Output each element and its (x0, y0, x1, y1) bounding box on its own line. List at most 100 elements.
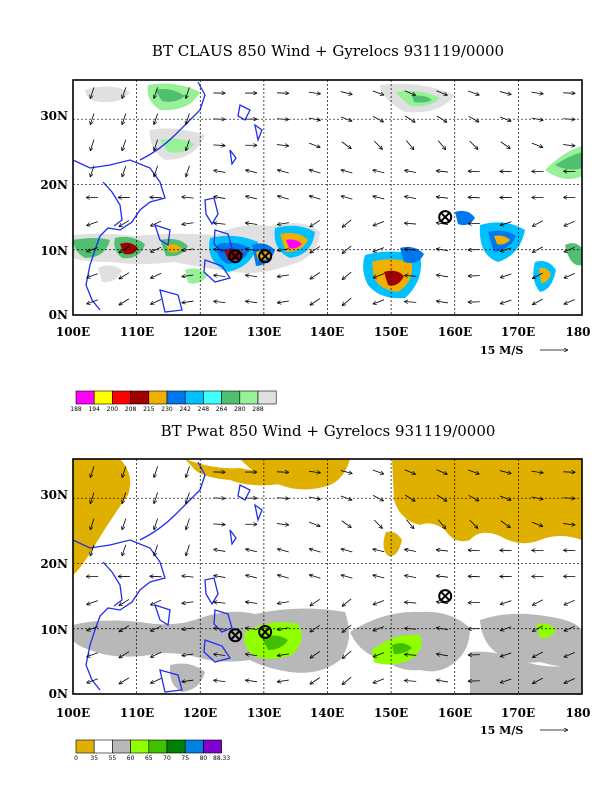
wind-vector (500, 141, 511, 149)
wind-vector (310, 625, 320, 632)
wind-vector (436, 115, 447, 122)
lon-label: 100E (56, 706, 90, 720)
wind-vector (532, 246, 543, 253)
wind-vector (531, 496, 544, 499)
colorbar-swatch (112, 739, 131, 754)
wind-vector (500, 221, 512, 226)
wind-vector (154, 87, 158, 98)
wind-vector (245, 223, 258, 225)
wind-vector (245, 275, 258, 277)
wind-vector (564, 246, 575, 252)
wind-vector (564, 299, 575, 305)
wind-vector (150, 197, 162, 198)
wind-vector (499, 116, 511, 121)
map-frame (72, 458, 583, 695)
wind-vector (154, 492, 158, 503)
wind-vector (372, 90, 384, 95)
lon-label: 140E (310, 325, 344, 339)
gyre-markers (228, 210, 453, 264)
lon-label: 170E (501, 706, 535, 720)
wind-vector (154, 165, 158, 177)
wind-vector (86, 221, 98, 226)
wind-vector (342, 297, 352, 306)
wind-vector (373, 549, 385, 553)
wind-vector (404, 90, 416, 96)
wind-vector (342, 271, 352, 280)
wind-vector (308, 471, 321, 473)
colorbar-swatch (257, 390, 277, 405)
latitude-labels: 0N 10N 20N 30N (40, 488, 68, 701)
wind-vector (340, 91, 353, 95)
wind-vector (186, 87, 190, 98)
wind-vector (500, 299, 512, 304)
wind-vector (373, 626, 385, 631)
wind-vector (276, 145, 289, 146)
wind-vector (436, 171, 449, 172)
wind-vector (310, 651, 320, 659)
wind-vector (186, 165, 190, 177)
wind-vector (245, 170, 258, 174)
wind-vector (406, 140, 414, 150)
wind-vector (436, 654, 449, 656)
wind-vector (245, 628, 258, 630)
colorbar-swatch (130, 739, 150, 754)
wind-vector (150, 220, 162, 226)
wind-vector (86, 299, 98, 304)
wind-vector (213, 275, 226, 276)
wind-scale: 15 M/S (480, 344, 568, 357)
colorbar-label: 280 (234, 406, 246, 413)
wind-vector (436, 301, 449, 303)
wind-vector (186, 466, 190, 477)
wind-vector (213, 549, 226, 551)
wind-vector (309, 521, 320, 526)
wind-vector (308, 92, 321, 94)
wind-vector (154, 466, 158, 477)
wind-vector (119, 246, 130, 253)
colorbar-label: 65 (145, 755, 153, 762)
wind-vector (122, 492, 127, 503)
wind-vector (245, 196, 258, 200)
wind-vector (277, 275, 289, 277)
wind-vector (437, 519, 446, 529)
wind-vector (213, 249, 226, 250)
grid-lines (73, 459, 582, 694)
colorbar-label: 75 (181, 755, 189, 762)
wind-vector (436, 197, 449, 198)
wind-vector (277, 170, 289, 174)
lon-label: 110E (120, 325, 154, 339)
wind-vector (150, 651, 162, 657)
wind-vector (182, 628, 194, 630)
wind-vector (563, 145, 575, 146)
lat-label: 10N (40, 244, 68, 258)
wind-vector (340, 495, 352, 500)
latitude-labels: 0N 10N 20N 30N (40, 109, 68, 322)
colorbar-swatch (203, 390, 222, 405)
wind-vector (309, 575, 321, 579)
lon-label: 180 (565, 325, 590, 339)
lat-label: 20N (40, 178, 68, 192)
wind-vector (500, 520, 511, 528)
wind-vector (406, 519, 414, 529)
colorbar-swatch (148, 390, 168, 405)
lon-label: 110E (120, 706, 154, 720)
wind-vector (122, 113, 127, 124)
wind-vector (150, 678, 162, 683)
wind-vector (342, 624, 352, 633)
colorbar-swatch (166, 390, 186, 405)
wind-vector (186, 139, 190, 151)
lat-label: 20N (40, 557, 68, 571)
wind-vector (404, 249, 417, 250)
wind-vector (436, 223, 449, 225)
colorbar-label: 215 (143, 406, 155, 413)
wind-vector (436, 680, 449, 682)
gyre-marker (258, 624, 273, 639)
wind-vector (245, 575, 258, 579)
colorbar-label: 208 (125, 406, 137, 413)
colorbar-label: 60 (127, 755, 135, 762)
wind-vector (310, 677, 320, 685)
wind-vector (150, 272, 162, 278)
wind-vector (213, 170, 226, 172)
wind-vector (182, 301, 194, 303)
wind-vector (277, 654, 289, 656)
panel-title: BT CLAUS 850 Wind + Gyrelocs 931119/0000 (152, 42, 504, 60)
